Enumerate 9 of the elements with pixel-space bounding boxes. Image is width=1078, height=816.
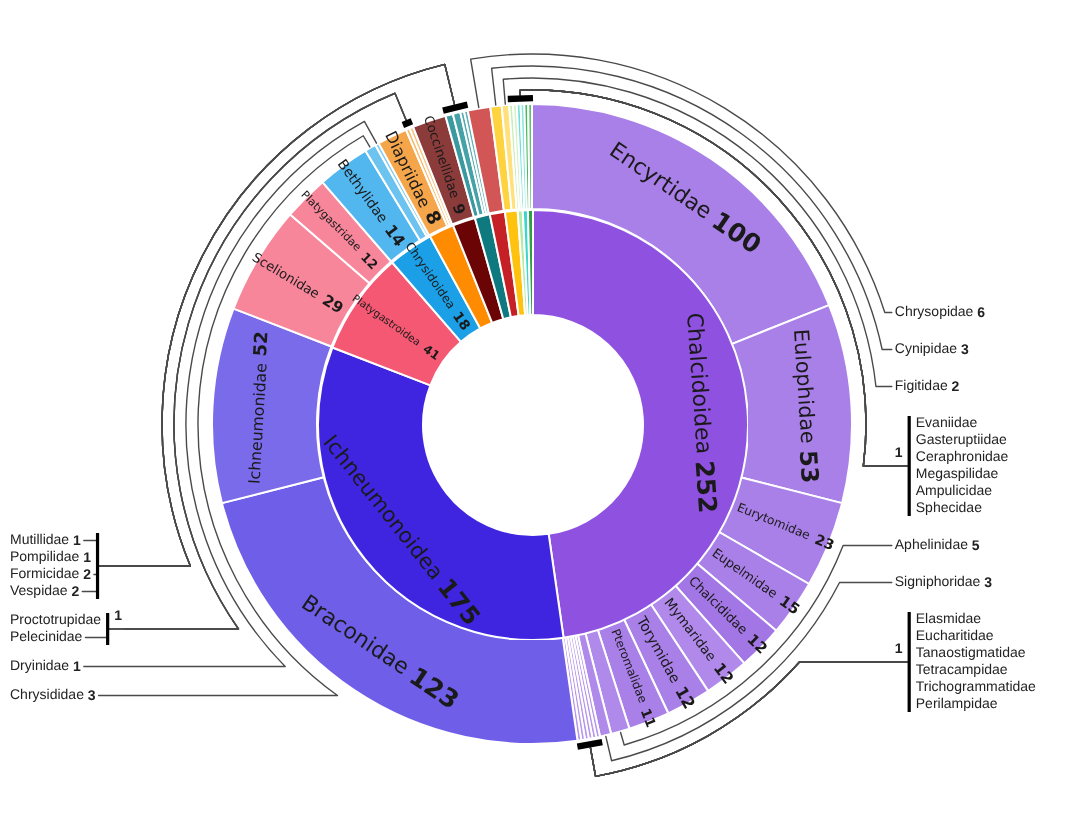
slice-label: Eulophidae [787, 328, 820, 445]
slice-label: Chalcidoidea [679, 310, 716, 454]
data-label: 52 [252, 330, 274, 358]
data-label: 123 [404, 660, 465, 715]
data-label: 14 [380, 221, 409, 251]
data-label: 12 [671, 682, 700, 713]
data-label: 53 [793, 449, 824, 485]
data-label: 8 [419, 207, 445, 229]
data-label: 252 [688, 458, 723, 514]
